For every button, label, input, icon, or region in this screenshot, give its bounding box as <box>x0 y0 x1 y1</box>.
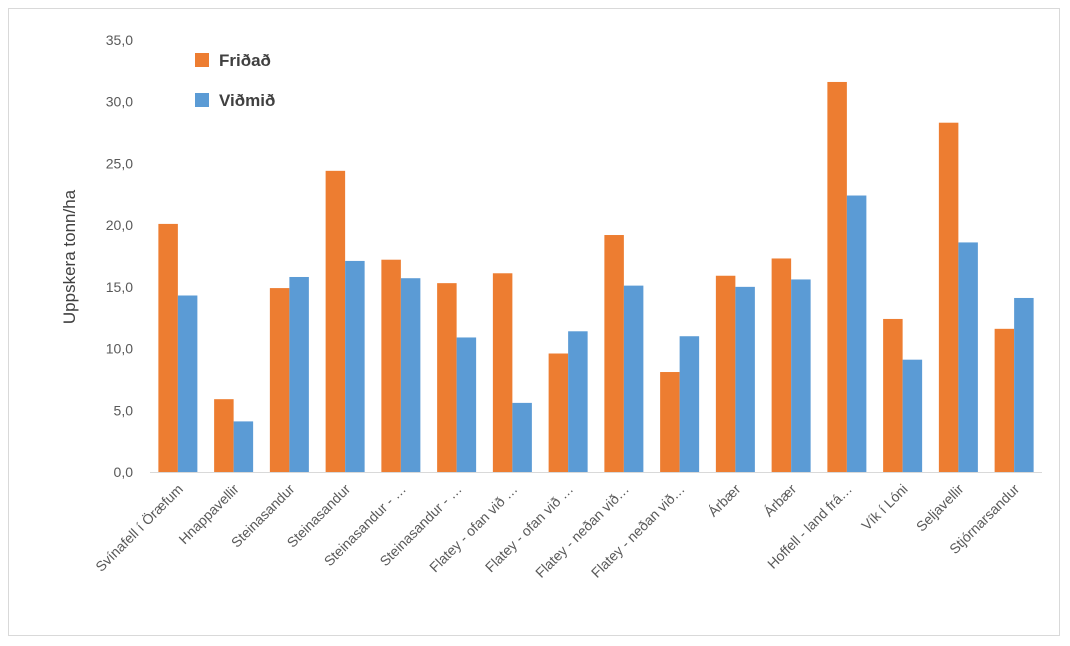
bar-vidmid <box>400 278 421 472</box>
bar-fridad <box>158 223 178 472</box>
bar-fridad <box>492 273 513 472</box>
bar-fridad <box>771 258 792 472</box>
bar-vidmid <box>568 331 588 472</box>
y-tick-label: 25,0 <box>106 155 133 171</box>
bar-vidmid <box>791 279 811 472</box>
bar-vidmid <box>456 337 477 472</box>
y-tick-label: 30,0 <box>106 94 133 110</box>
bars <box>158 81 1034 473</box>
bar-fridad <box>938 122 959 472</box>
x-category-label: Svínafell í Öræfum <box>91 480 186 575</box>
y-axis: 0,0 5,0 10,0 15,0 20,0 25,0 30,0 35,0 <box>106 32 133 480</box>
legend-swatch-vidmid <box>195 93 209 107</box>
bar-fridad <box>715 275 736 472</box>
x-category-label: Seljavellir <box>913 481 967 535</box>
bar-fridad <box>883 318 903 472</box>
bar-vidmid <box>902 359 923 472</box>
bar-vidmid <box>289 276 309 472</box>
bar-vidmid <box>958 242 978 472</box>
y-tick-label: 0,0 <box>114 464 134 480</box>
bar-fridad <box>548 353 569 472</box>
x-category-label: Árbær <box>705 481 744 520</box>
bar-fridad <box>325 170 346 472</box>
x-category-label: Flatey - neðan við… <box>532 481 632 581</box>
bar-vidmid <box>846 195 867 472</box>
bar-vidmid <box>345 260 365 472</box>
y-tick-label: 15,0 <box>106 279 133 295</box>
x-category-label: Flatey - neðan við… <box>588 481 688 581</box>
y-tick-label: 35,0 <box>106 32 133 48</box>
bar-vidmid <box>233 421 254 472</box>
bar-fridad <box>604 235 624 472</box>
x-axis: Svínafell í ÖræfumHnappavellirSteinasand… <box>91 472 1042 581</box>
bar-fridad <box>269 288 290 472</box>
bar-vidmid <box>679 336 700 472</box>
legend-swatch-fridad <box>195 53 209 67</box>
bar-fridad <box>827 81 847 473</box>
x-category-label: Vík í Lóni <box>858 481 911 534</box>
bar-vidmid <box>177 295 198 472</box>
bar-fridad <box>381 259 401 472</box>
y-tick-label: 10,0 <box>106 341 133 357</box>
bar-vidmid <box>1014 297 1034 472</box>
bar-fridad <box>437 283 457 472</box>
legend-label-fridad: Friðað <box>219 51 271 70</box>
bar-vidmid <box>623 285 644 472</box>
y-tick-label: 20,0 <box>106 217 133 233</box>
bar-fridad <box>994 328 1015 472</box>
legend: Friðað Viðmið <box>195 51 275 110</box>
legend-label-vidmid: Viðmið <box>219 91 275 110</box>
bar-fridad <box>214 399 234 472</box>
x-category-label: Árbær <box>760 481 799 520</box>
bar-vidmid <box>512 402 532 472</box>
y-tick-label: 5,0 <box>114 402 134 418</box>
bar-vidmid <box>735 286 755 472</box>
bar-fridad <box>660 372 680 472</box>
y-axis-title: Uppskera tonn/ha <box>60 189 79 324</box>
